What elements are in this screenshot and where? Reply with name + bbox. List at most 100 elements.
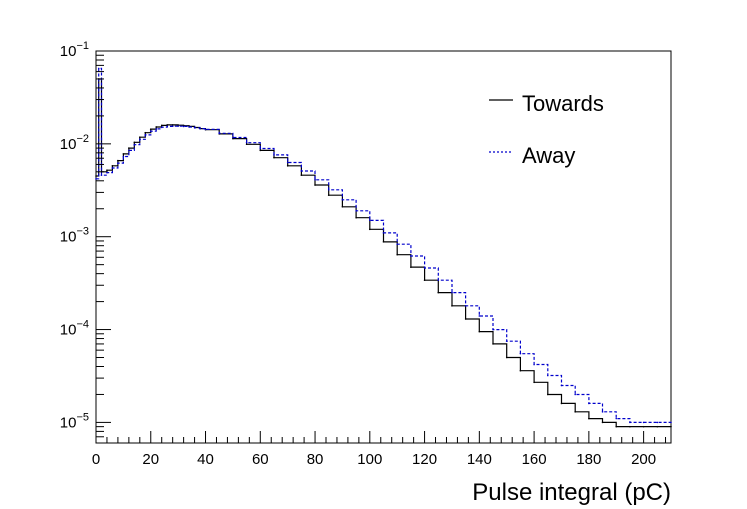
data-point-towards bbox=[166, 124, 168, 126]
data-point-away bbox=[382, 232, 385, 234]
data-point-away bbox=[100, 174, 103, 176]
data-point-away bbox=[218, 132, 221, 135]
data-point-away bbox=[128, 149, 130, 152]
data-point-away bbox=[369, 219, 371, 222]
legend-label-towards: Towards bbox=[522, 91, 604, 116]
data-point-away bbox=[519, 352, 522, 355]
data-point-towards bbox=[519, 369, 522, 372]
data-point-away bbox=[560, 384, 563, 387]
data-point-towards bbox=[106, 169, 108, 172]
x-tick-label: 20 bbox=[142, 451, 159, 468]
data-point-towards bbox=[144, 131, 147, 134]
data-point-towards bbox=[95, 175, 97, 177]
x-tick-label: 200 bbox=[631, 451, 656, 468]
data-point-away bbox=[341, 198, 344, 201]
data-point-away bbox=[139, 138, 141, 141]
data-point-towards bbox=[574, 411, 576, 413]
data-point-towards bbox=[300, 174, 303, 176]
data-point-towards bbox=[327, 194, 330, 196]
legend-label-away: Away bbox=[522, 143, 575, 168]
x-tick-label: 0 bbox=[92, 451, 100, 468]
data-point-towards bbox=[160, 124, 163, 127]
data-point-away bbox=[437, 279, 440, 282]
data-point-towards bbox=[139, 136, 141, 138]
data-point-away bbox=[300, 170, 303, 172]
data-point-away bbox=[464, 305, 467, 307]
series-away bbox=[96, 67, 671, 423]
data-point-towards bbox=[437, 291, 440, 294]
x-tick-label: 80 bbox=[307, 451, 324, 468]
data-point-away bbox=[314, 179, 316, 181]
x-tick-label: 40 bbox=[197, 451, 214, 468]
data-point-towards bbox=[478, 330, 481, 333]
data-point-away bbox=[232, 136, 234, 139]
data-point-away bbox=[629, 421, 631, 424]
data-point-away bbox=[193, 126, 196, 129]
data-point-towards bbox=[122, 153, 125, 155]
data-point-away bbox=[160, 126, 163, 129]
data-point-away bbox=[451, 291, 453, 294]
data-point-towards bbox=[117, 159, 119, 162]
series-towards bbox=[96, 78, 671, 428]
data-point-away bbox=[546, 374, 549, 377]
data-point-towards bbox=[396, 253, 398, 256]
data-point-away bbox=[615, 417, 618, 420]
data-point-away bbox=[588, 402, 590, 405]
data-point-away bbox=[656, 421, 659, 424]
data-point-towards bbox=[505, 356, 508, 359]
data-point-away bbox=[327, 188, 330, 191]
data-point-away bbox=[133, 143, 136, 146]
x-tick-label: 180 bbox=[576, 451, 601, 468]
data-point-away bbox=[492, 328, 494, 331]
data-point-away bbox=[106, 171, 108, 174]
data-point-away bbox=[505, 340, 508, 342]
data-point-towards bbox=[629, 425, 631, 428]
data-point-towards bbox=[546, 393, 549, 396]
data-point-towards bbox=[155, 126, 158, 128]
data-point-away bbox=[97, 67, 100, 70]
data-point-away bbox=[259, 147, 262, 150]
data-point-away bbox=[177, 125, 179, 127]
data-point-away bbox=[355, 210, 357, 212]
data-point-away bbox=[245, 141, 248, 144]
data-point-towards bbox=[492, 343, 494, 345]
data-point-away bbox=[111, 167, 114, 169]
data-point-towards bbox=[451, 305, 453, 307]
x-axis-title: Pulse integral (pC) bbox=[472, 479, 671, 506]
data-point-away bbox=[188, 126, 190, 128]
x-tick-label: 60 bbox=[252, 451, 269, 468]
data-point-towards bbox=[369, 228, 371, 231]
x-tick-label: 160 bbox=[522, 451, 547, 468]
data-point-towards bbox=[128, 147, 130, 149]
data-point-away bbox=[144, 134, 147, 136]
data-point-towards bbox=[111, 165, 114, 167]
data-point-towards bbox=[588, 417, 590, 420]
data-point-away bbox=[122, 155, 125, 158]
series-layer bbox=[95, 67, 672, 428]
data-point-towards bbox=[615, 425, 618, 428]
x-tick-label: 120 bbox=[412, 451, 437, 468]
data-point-away bbox=[533, 363, 535, 366]
data-point-away bbox=[199, 127, 201, 130]
data-point-towards bbox=[423, 279, 426, 282]
data-point-towards bbox=[171, 124, 174, 126]
data-point-towards bbox=[286, 165, 289, 167]
data-point-towards bbox=[149, 128, 152, 130]
y-tick-label: 10−2 bbox=[60, 133, 89, 153]
data-point-away bbox=[171, 125, 174, 127]
x-tick-label: 140 bbox=[467, 451, 492, 468]
data-point-towards bbox=[642, 425, 645, 428]
data-point-towards bbox=[133, 141, 136, 144]
data-point-towards bbox=[341, 205, 344, 208]
legend: Towards Away bbox=[489, 91, 604, 168]
data-point-towards bbox=[410, 266, 412, 268]
y-tick-label: 10−5 bbox=[60, 411, 89, 431]
data-point-away bbox=[423, 267, 426, 269]
data-point-towards bbox=[245, 143, 248, 146]
data-point-away bbox=[574, 393, 576, 396]
data-point-away bbox=[286, 161, 289, 164]
data-point-towards bbox=[533, 381, 535, 384]
y-tick-label: 10−1 bbox=[60, 40, 89, 60]
data-point-towards bbox=[382, 241, 385, 243]
data-point-away bbox=[410, 255, 412, 257]
